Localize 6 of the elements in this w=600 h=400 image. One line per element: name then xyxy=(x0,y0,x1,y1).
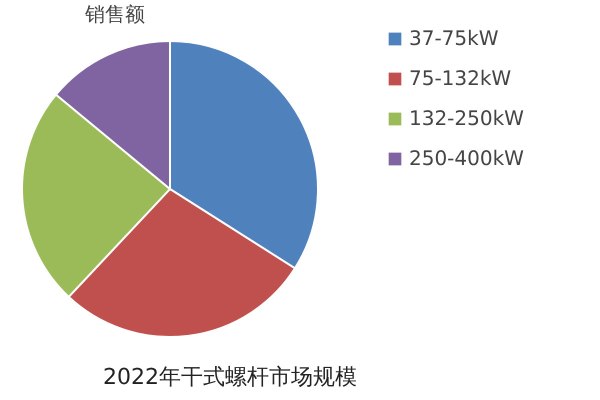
chart-title: 销售额 xyxy=(84,2,145,26)
text: 2022年干式螺杆市场规模 xyxy=(103,365,357,390)
legend-label: 37-75kW xyxy=(409,26,499,50)
legend-label: 250-400kW xyxy=(409,146,524,170)
legend-label: 75-132kW xyxy=(409,66,512,90)
legend-label: 132-250kW xyxy=(409,106,524,130)
